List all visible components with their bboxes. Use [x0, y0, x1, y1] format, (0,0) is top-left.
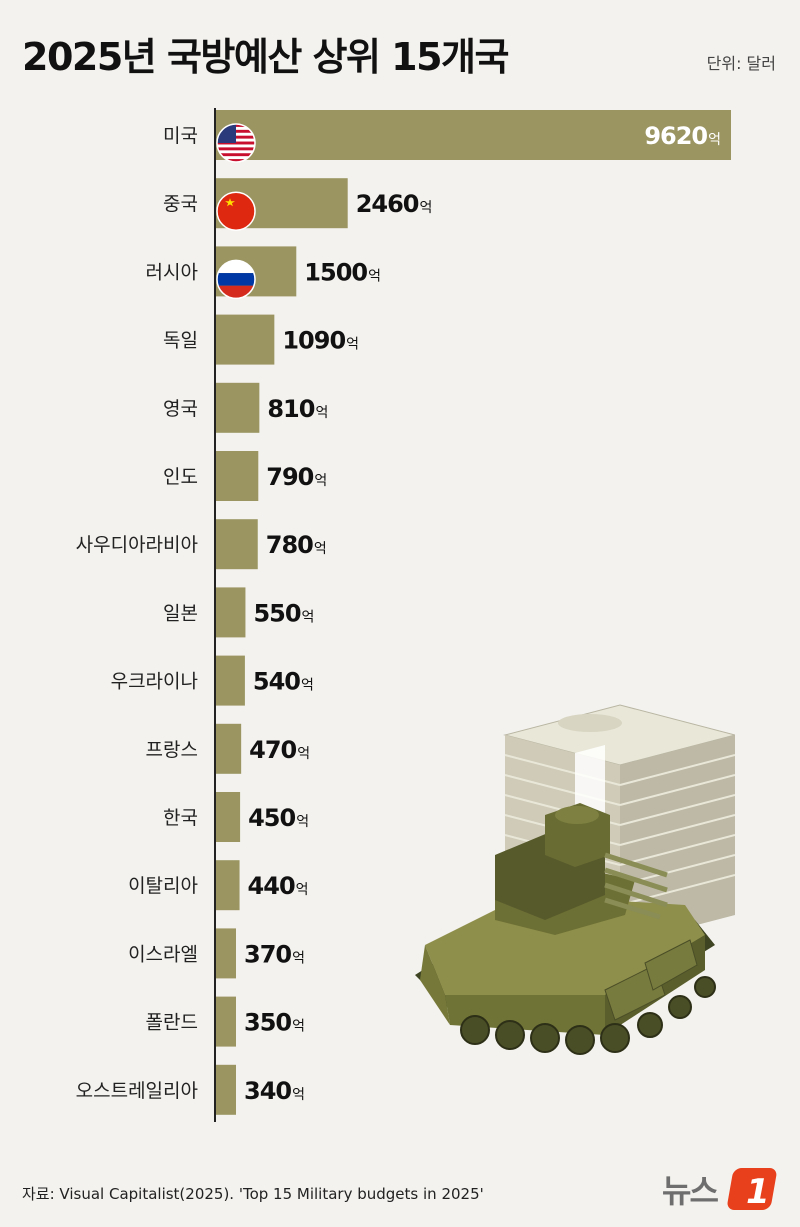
value-label: 810억 — [267, 395, 328, 423]
bar-6 — [216, 451, 259, 501]
svg-text:1: 1 — [746, 1172, 770, 1212]
svg-text:뉴스: 뉴스 — [662, 1172, 718, 1210]
china-flag-icon — [216, 191, 256, 231]
category-label: 일본 — [163, 602, 198, 624]
category-label: 사우디아라비아 — [76, 534, 198, 556]
category-label: 폴란드 — [146, 1012, 198, 1034]
value-label: 1090억 — [282, 327, 359, 355]
tank-icon — [415, 803, 716, 1055]
bar-5 — [216, 382, 260, 433]
bar-13 — [216, 928, 236, 979]
bar-12 — [216, 860, 240, 911]
category-label: 프랑스 — [146, 739, 198, 761]
value-label: 1500억 — [304, 258, 381, 286]
value-label: 350억 — [244, 1009, 305, 1037]
category-label: 이탈리아 — [128, 875, 198, 897]
value-label: 780억 — [266, 531, 327, 559]
bar-9 — [216, 655, 245, 706]
bar-1 — [216, 110, 731, 160]
tank-money-illustration — [415, 704, 735, 1055]
bar-15 — [216, 1064, 236, 1115]
bar-7 — [216, 519, 258, 570]
news1-logo: 뉴스 1 — [662, 1168, 777, 1212]
page-title: 2025년 국방예산 상위 15개국 — [22, 35, 509, 79]
bar-14 — [216, 996, 236, 1047]
unit-label: 단위: 달러 — [706, 54, 776, 73]
value-label: 790억 — [266, 463, 327, 491]
category-label: 중국 — [163, 193, 198, 215]
source-caption: 자료: Visual Capitalist(2025). 'Top 15 Mil… — [22, 1185, 484, 1203]
bar-10 — [216, 723, 242, 774]
category-label: 인도 — [163, 466, 198, 488]
value-label: 540억 — [253, 668, 314, 696]
category-label: 독일 — [163, 330, 198, 352]
category-label: 한국 — [163, 807, 198, 829]
category-label: 미국 — [163, 125, 198, 147]
bar-8 — [216, 587, 246, 638]
value-label: 340억 — [244, 1077, 305, 1105]
bar-11 — [216, 792, 241, 842]
value-label: 370억 — [244, 940, 305, 968]
value-label: 470억 — [249, 736, 310, 764]
category-label: 영국 — [163, 398, 198, 420]
category-label: 우크라이나 — [111, 671, 198, 693]
value-label: 9620억 — [644, 122, 721, 150]
value-label: 2460억 — [356, 190, 433, 218]
bar-4 — [216, 314, 275, 365]
russia-flag-icon — [216, 259, 256, 300]
us-flag-icon — [216, 123, 256, 163]
category-label: 러시아 — [146, 261, 198, 283]
value-label: 440억 — [248, 872, 309, 900]
value-label: 450억 — [248, 804, 309, 832]
category-label: 오스트레일리아 — [76, 1080, 198, 1102]
value-label: 550억 — [253, 599, 314, 627]
category-label: 이스라엘 — [128, 943, 198, 965]
